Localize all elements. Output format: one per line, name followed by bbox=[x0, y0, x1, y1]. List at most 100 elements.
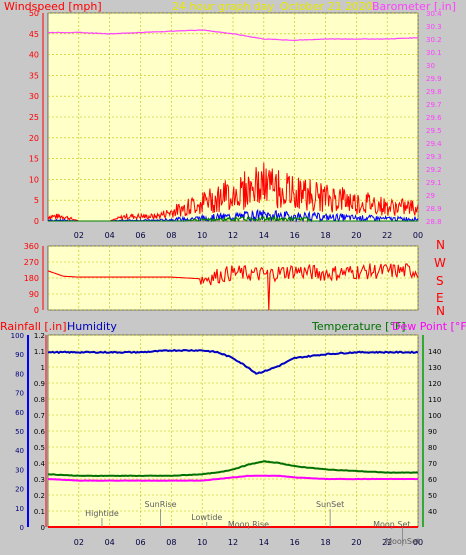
temperature-tick-label: 110 bbox=[428, 396, 441, 404]
humidity-tick-label: 30 bbox=[15, 466, 24, 474]
y-tick-label-right: 30.4 bbox=[426, 10, 442, 18]
rain-humidity-temperature-panel: 0 0.1 0.2 0.3 0.4 0.5 0.6 0.7 0.8 0.9 1 1.1 1.2 0 10 20… bbox=[11, 332, 442, 547]
chart-title: 24 hour graph day October 21 2020 bbox=[172, 0, 373, 13]
x-tick-label: 14 bbox=[259, 538, 269, 547]
rain-tick-label: 1 bbox=[41, 364, 45, 372]
y-tick-label-right: 29.9 bbox=[426, 75, 442, 83]
humidity-tick-label: 20 bbox=[15, 486, 24, 494]
temperature-tick-label: 90 bbox=[428, 428, 437, 436]
humidity-tick-label: 90 bbox=[15, 351, 24, 359]
x-tick-label: 12 bbox=[228, 538, 238, 547]
compass-s: S bbox=[436, 274, 444, 288]
temperature-tick-label: 120 bbox=[428, 380, 441, 388]
y-tick-label: 360 bbox=[24, 242, 39, 251]
x-tick-label: 16 bbox=[290, 538, 300, 547]
x-tick-label: 04 bbox=[105, 231, 115, 240]
compass-n-top: N bbox=[436, 238, 445, 252]
compass-e: E bbox=[436, 291, 444, 305]
temperature-tick-label: 60 bbox=[428, 476, 437, 484]
rain-tick-label: 0.5 bbox=[34, 444, 45, 452]
y-tick-label-right: 29.7 bbox=[426, 101, 442, 109]
rainfall-axis-title: Rainfall [.in] bbox=[0, 320, 67, 333]
y-tick-label-right: 29 bbox=[426, 192, 435, 200]
x-tick-label: 20 bbox=[351, 231, 361, 240]
temperature-tick-label: 50 bbox=[428, 492, 437, 500]
temperature-tick-label: 40 bbox=[428, 508, 437, 516]
y-tick-label-right: 29.8 bbox=[426, 88, 442, 96]
y-tick-label-left: 20 bbox=[29, 134, 39, 143]
temperature-tick-label: 140 bbox=[428, 348, 441, 356]
rain-tick-label: 0 bbox=[41, 524, 45, 532]
humidity-tick-label: 10 bbox=[15, 505, 24, 513]
windspeed-green-line bbox=[48, 214, 418, 223]
y-tick-label-right: 29.1 bbox=[426, 179, 442, 187]
y-tick-label-left: 45 bbox=[29, 30, 39, 39]
compass-w: W bbox=[434, 256, 446, 270]
y-tick-label-left: 40 bbox=[29, 51, 39, 60]
annotation-label: Lowtide bbox=[191, 513, 222, 522]
x-tick-label: 06 bbox=[135, 231, 145, 240]
y-tick-label-right: 30.2 bbox=[426, 36, 442, 44]
rain-tick-label: 0.4 bbox=[34, 460, 46, 468]
temperature-tick-label: 70 bbox=[428, 460, 437, 468]
x-tick-label: 22 bbox=[382, 231, 392, 240]
humidity-tick-label: 0 bbox=[20, 524, 24, 532]
x-tick-label: 06 bbox=[135, 538, 145, 547]
x-tick-label: 10 bbox=[197, 538, 207, 547]
rain-tick-label: 0.7 bbox=[34, 412, 45, 420]
chart-date: October 21 2020 bbox=[280, 0, 373, 13]
wind-direction-panel: 0 90 180 270 360 bbox=[24, 242, 419, 315]
humidity-tick-label: 70 bbox=[15, 390, 24, 398]
x-tick-label: 12 bbox=[228, 231, 238, 240]
annotation-label: Hightide bbox=[85, 509, 119, 518]
rain-tick-label: 1.2 bbox=[34, 332, 45, 340]
y-tick-label-left: 25 bbox=[29, 113, 39, 122]
y-tick-label: 90 bbox=[29, 290, 39, 299]
x-tick-label: 20 bbox=[351, 538, 361, 547]
x-tick-label: 22 bbox=[382, 538, 392, 547]
x-tick-label: 08 bbox=[166, 231, 176, 240]
humidity-tick-label: 50 bbox=[15, 428, 24, 436]
y-tick-label-left: 15 bbox=[29, 155, 39, 164]
annotation-label: SunRise bbox=[144, 500, 176, 509]
dewpoint-line bbox=[47, 474, 419, 482]
x-tick-label: 02 bbox=[74, 538, 84, 547]
y-tick-label-right: 29.6 bbox=[426, 114, 442, 122]
x-tick-label: 16 bbox=[290, 231, 300, 240]
y-tick-label-left: 0 bbox=[34, 217, 39, 226]
temperature-tick-label: 130 bbox=[428, 364, 441, 372]
x-tick-label: 14 bbox=[259, 231, 269, 240]
y-tick-label-left: 5 bbox=[34, 196, 39, 205]
temperature-tick-label: 80 bbox=[428, 444, 437, 452]
x-tick-label: 10 bbox=[197, 231, 207, 240]
y-tick-label-left: 30 bbox=[29, 92, 39, 101]
x-tick-label: 18 bbox=[320, 231, 330, 240]
temperature-axis-title: Temperature [°F] bbox=[311, 320, 406, 333]
y-tick-label-right: 29.2 bbox=[426, 166, 442, 174]
y-tick-label-left: 35 bbox=[29, 71, 39, 80]
humidity-tick-label: 40 bbox=[15, 447, 24, 455]
compass-n-bottom: N bbox=[436, 304, 445, 318]
temperature-line bbox=[47, 460, 419, 478]
humidity-tick-label: 60 bbox=[15, 409, 24, 417]
rain-tick-label: 0.9 bbox=[34, 380, 45, 388]
x-tick-label: 00 bbox=[413, 538, 423, 547]
dewpoint-axis-title: Dew Point [°F] bbox=[392, 320, 466, 333]
y-tick-label-right: 29.4 bbox=[426, 140, 442, 148]
rain-tick-label: 0.3 bbox=[34, 476, 45, 484]
rain-tick-label: 0.8 bbox=[34, 396, 45, 404]
annotation-label: Moon Set bbox=[373, 520, 410, 529]
x-tick-label: 18 bbox=[320, 538, 330, 547]
humidity-tick-label: 80 bbox=[15, 370, 24, 378]
y-tick-label-right: 29.5 bbox=[426, 127, 442, 135]
x-tick-label: 00 bbox=[413, 231, 423, 240]
rain-tick-label: 0.1 bbox=[34, 508, 45, 516]
windspeed-panel: 0 5 10 15 20 25 30 35 40 45 50 02 04 06 08 10 12 14 16 18 20… bbox=[29, 9, 442, 240]
y-tick-label: 180 bbox=[24, 274, 39, 283]
y-tick-label: 270 bbox=[24, 258, 39, 267]
wind-direction-line bbox=[47, 263, 419, 311]
y-tick-label-right: 30.1 bbox=[426, 49, 442, 57]
rain-tick-label: 0.6 bbox=[34, 428, 46, 436]
windspeed-axis-title: Windspeed [mph] bbox=[4, 0, 102, 13]
